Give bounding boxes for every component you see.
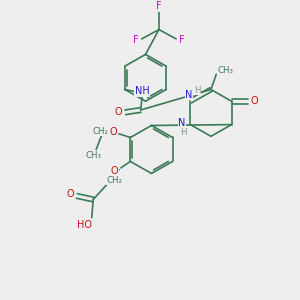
Text: H: H xyxy=(194,85,200,94)
Text: N: N xyxy=(178,118,186,128)
Text: NH: NH xyxy=(135,86,150,96)
Text: O: O xyxy=(67,189,74,199)
Text: O: O xyxy=(115,107,122,117)
Text: F: F xyxy=(156,2,162,11)
Text: F: F xyxy=(179,35,185,45)
Text: O: O xyxy=(250,96,258,106)
Text: CH₃: CH₃ xyxy=(85,152,101,160)
Text: N: N xyxy=(185,90,193,100)
Text: O: O xyxy=(111,166,119,176)
Text: CH₃: CH₃ xyxy=(218,66,234,75)
Text: HO: HO xyxy=(77,220,92,230)
Text: CH₂: CH₂ xyxy=(92,127,108,136)
Text: O: O xyxy=(110,127,117,136)
Text: F: F xyxy=(133,35,139,45)
Text: CH₂: CH₂ xyxy=(106,176,122,185)
Text: H: H xyxy=(181,128,187,137)
